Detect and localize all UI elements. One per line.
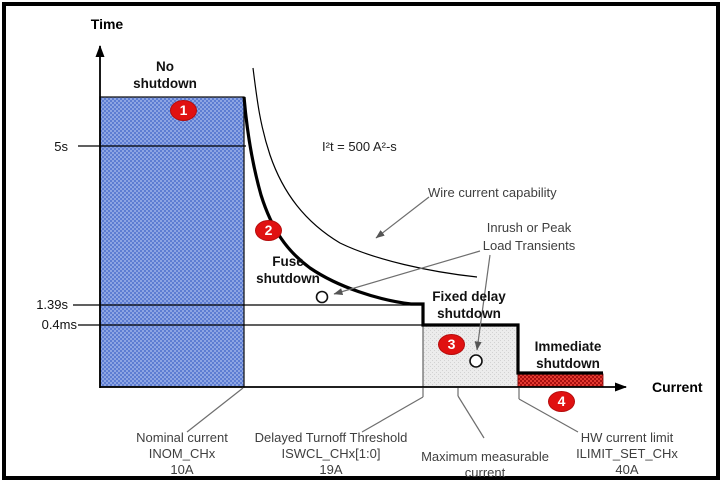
- inrush-label-line1: Inrush or Peak: [486, 220, 572, 235]
- delayed-turnoff-line2: ISWCL_CHx[1:0]: [281, 446, 381, 461]
- diagram-border-frame: [2, 2, 720, 480]
- i2t-value-label: I²t = 500 A²-s: [322, 139, 397, 154]
- nominal-current-line3: 10A: [170, 462, 194, 477]
- zone-badge-1: 1: [170, 100, 197, 121]
- immediate-label-line1: Immediate: [534, 339, 602, 354]
- x-axis-label: Current: [652, 379, 703, 395]
- fixed-delay-shutdown-label: Fixed delay shutdown: [432, 288, 506, 322]
- max-measurable-line2: current: [464, 465, 506, 480]
- zone-badge-4: 4: [548, 391, 575, 412]
- zone-badge-3: 3: [438, 334, 465, 355]
- immediate-shutdown-region: [517, 373, 604, 388]
- inrush-leader-to-fixed-delay-zone: [474, 254, 491, 351]
- no-shutdown-label: No shutdown: [133, 58, 197, 92]
- max-measurable-line1: Maximum measurable: [421, 449, 549, 464]
- i2t-wire-capability-curve: [252, 67, 478, 278]
- wire-capability-leader: [375, 196, 430, 239]
- immediate-label-line2: shutdown: [536, 356, 600, 371]
- no-shutdown-label-line2: shutdown: [133, 76, 197, 91]
- shutdown-threshold-curve: [242, 96, 603, 375]
- immediate-shutdown-label: Immediate shutdown: [535, 338, 602, 372]
- max-measurable-leader: [457, 395, 485, 439]
- nominal-current-leader: [186, 387, 244, 433]
- inrush-label-line2: Load Transients: [482, 238, 576, 253]
- fuse-zone-point-marker: [315, 290, 329, 304]
- max-measurable-marker: Maximum measurable current: [421, 449, 549, 481]
- tick-label-0-4ms: 0.4ms: [41, 317, 77, 332]
- fixed-delay-point-marker: [469, 354, 483, 368]
- hw-limit-marker: HW current limit ILIMIT_SET_CHx 40A: [576, 430, 678, 478]
- hw-limit-leader: [518, 398, 579, 433]
- fuse-shutdown-label-line1: Fuse: [272, 254, 304, 269]
- nominal-current-line1: Nominal current: [136, 430, 228, 445]
- delayed-turnoff-line3: 19A: [319, 462, 343, 477]
- fixed-delay-label-line2: shutdown: [437, 306, 501, 321]
- tick-label-5s: 5s: [54, 139, 68, 154]
- fuse-shutdown-label-line2: shutdown: [256, 271, 320, 286]
- hw-limit-line3: 40A: [615, 462, 639, 477]
- no-shutdown-label-line1: No: [156, 59, 174, 74]
- hw-limit-line1: HW current limit: [580, 430, 674, 445]
- fuse-shutdown-label: Fuse shutdown: [256, 253, 320, 287]
- nominal-current-marker: Nominal current INOM_CHx 10A: [136, 430, 228, 478]
- no-shutdown-region: [99, 96, 245, 388]
- inrush-leader-to-fuse-zone: [333, 250, 481, 295]
- wire-capability-label: Wire current capability: [428, 185, 557, 200]
- tick-label-1-39s: 1.39s: [36, 297, 68, 312]
- nominal-current-line2: INOM_CHx: [148, 446, 216, 461]
- delayed-turnoff-marker: Delayed Turnoff Threshold ISWCL_CHx[1:0]…: [255, 430, 408, 478]
- delayed-turnoff-leader: [361, 396, 424, 433]
- inrush-transients-label: Inrush or Peak Load Transients: [483, 219, 576, 255]
- fixed-delay-shutdown-region: [422, 324, 519, 388]
- hw-limit-line2: ILIMIT_SET_CHx: [576, 446, 678, 461]
- fixed-delay-label-line1: Fixed delay: [432, 289, 506, 304]
- delayed-turnoff-line1: Delayed Turnoff Threshold: [254, 430, 408, 445]
- zone-badge-2: 2: [255, 220, 282, 241]
- y-axis-label: Time: [90, 16, 124, 32]
